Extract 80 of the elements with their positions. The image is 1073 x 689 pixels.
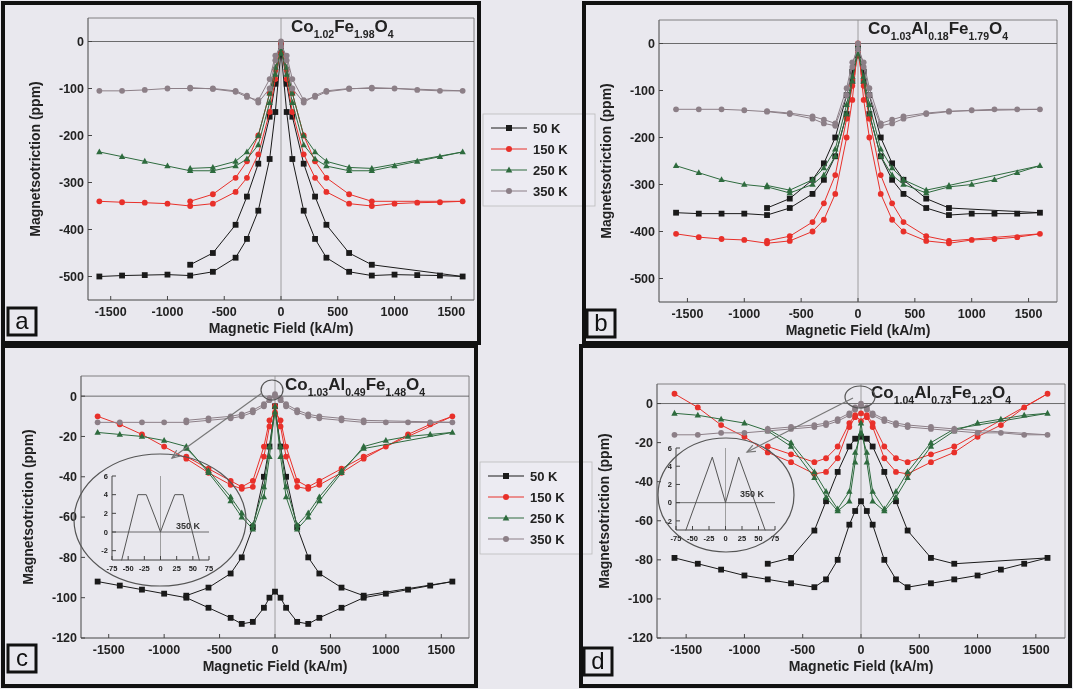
x-tick-label: -1000 [151,304,184,319]
y-tick-label: -500 [58,269,85,284]
y-tick-label: -20 [634,435,654,450]
y-tick-label: -100 [629,83,656,98]
x-tick-label: 1000 [963,642,992,657]
x-tick-label: -500 [211,304,237,319]
y-tick-label: -120 [51,631,78,646]
x-tick-label: 0 [854,306,862,321]
legend-label: 350 K [530,531,566,547]
x-tick-label: 1000 [380,304,409,319]
y-tick-label: 0 [648,36,656,51]
y-tick-label: -80 [58,550,78,565]
y-axis-title: Magnetsotriction (ppm) [27,81,43,237]
y-tick-label: -500 [629,271,656,286]
x-tick-label: -1500 [92,642,125,657]
y-tick-label: -400 [58,222,85,237]
x-tick-label: 0 [277,304,285,319]
x-tick-label: -1500 [94,304,127,319]
y-tick-label: -400 [629,224,656,239]
x-tick-label: -1000 [728,642,761,657]
x-tick-label: -500 [207,642,233,657]
x-tick-label: 1500 [1021,642,1050,657]
chart-title: Co$_{1.02}$Fe$_{1.98}$O$_{4}$ [291,17,394,40]
legend-label: 50 K [533,120,562,136]
x-tick-label: 500 [327,304,349,319]
y-tick-label: -100 [627,592,654,607]
legend-label: 50 K [530,468,559,484]
x-tick-label: -500 [788,306,814,321]
y-tick-label: 0 [646,396,654,411]
x-axis-title: Magnetic Field (kA/m) [785,322,931,338]
y-tick-label: -200 [629,130,656,145]
y-axis-title: Magnetsotriction (ppm) [596,433,612,589]
y-tick-label: -40 [634,475,654,490]
x-axis-title: Magnetic Field (kA/m) [788,658,934,674]
text: b [594,309,608,336]
x-tick-label: 500 [904,306,926,321]
y-tick-label: 0 [70,389,78,404]
x-tick-label: 1500 [437,304,466,319]
x-tick-label: -1000 [148,642,181,657]
x-tick-label: -1500 [671,306,704,321]
y-tick-label: -20 [58,429,78,444]
y-tick-label: -100 [51,591,78,606]
x-axis-title: Magnetic Field (kA/m) [208,320,354,336]
legend-label: 250 K [530,510,566,526]
annotation: 350 K [176,521,201,531]
text: d [591,647,605,674]
legend-label: 250 K [533,162,569,178]
y-tick-label: -60 [58,510,78,525]
y-tick-label: -300 [58,175,85,190]
y-tick-label: -40 [58,470,78,485]
x-tick-label: 1500 [427,642,456,657]
x-tick-label: 1000 [957,306,986,321]
y-tick-label: -80 [634,553,654,568]
legend-label: 150 K [530,489,566,505]
chart-title: Co$_{1.03}$Al$_{0.49}$Fe$_{1.48}$O$_{4}$ [285,375,426,398]
x-tick-label: -1500 [670,642,703,657]
legend-label: 350 K [533,183,569,199]
x-tick-label: 1000 [371,642,400,657]
y-axis-title: Magnetsotriction (ppm) [20,429,36,585]
x-tick-label: 0 [271,642,279,657]
x-tick-label: 500 [320,642,341,657]
y-tick-label: 0 [77,34,85,49]
y-tick-label: -300 [629,177,656,192]
x-tick-label: 500 [908,642,930,657]
chart-title: Co$_{1.04}$Al$_{0.73}$Fe$_{1.23}$O$_{4}$ [871,383,1012,406]
y-tick-label: -60 [634,514,654,529]
y-tick-label: -200 [58,128,85,143]
x-tick-label: 1500 [1014,306,1043,321]
x-tick-label: -1000 [728,306,761,321]
x-axis-title: Magnetic Field (kA/m) [202,658,348,674]
legend-label: 150 K [533,141,569,157]
x-tick-label: -500 [790,642,816,657]
y-axis-title: Magnetsotriction (ppm) [598,83,614,239]
y-tick-label: -100 [58,81,85,96]
text: c [16,644,28,671]
annotation: 350 K [740,489,765,499]
chart-title: Co$_{1.03}$Al$_{0.18}$Fe$_{1.79}$O$_{4}$ [868,19,1009,42]
text: a [15,307,30,334]
x-tick-label: 0 [857,642,865,657]
y-tick-label: -120 [627,631,654,646]
